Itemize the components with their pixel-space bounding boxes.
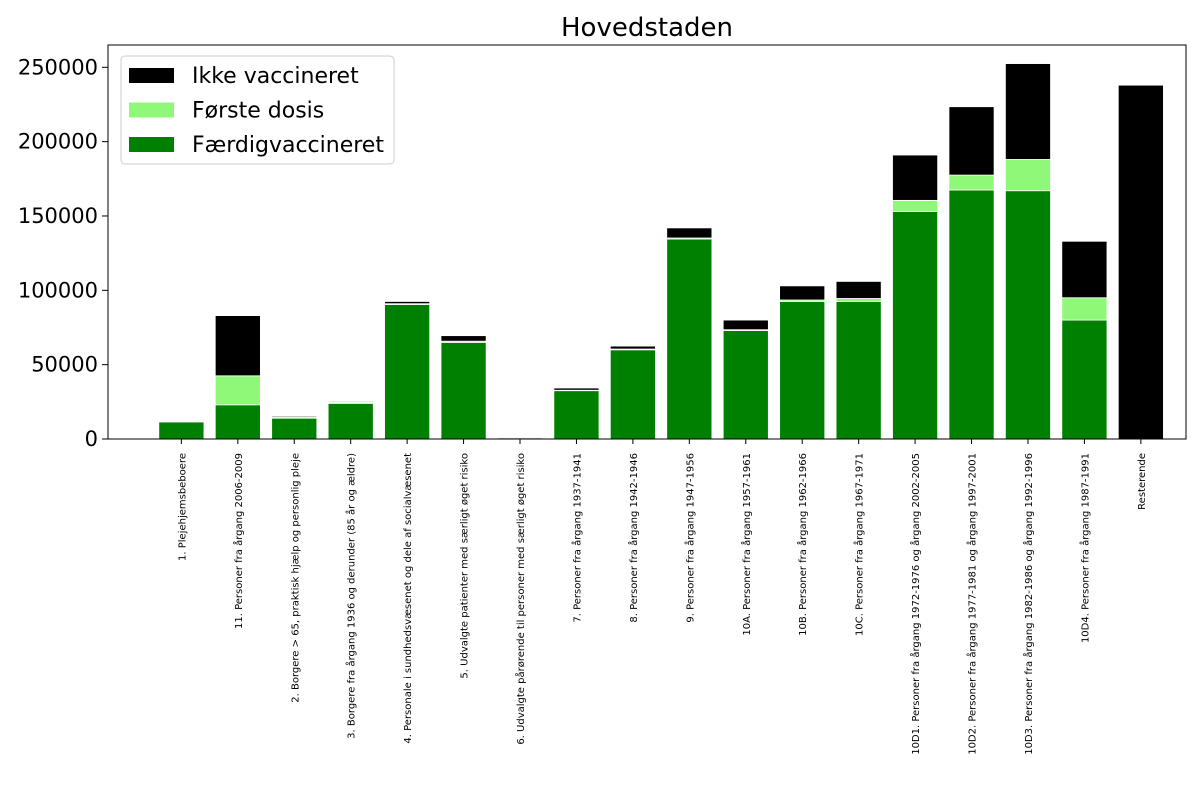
x-tick-label: 4. Personale i sundhedsvæsenet og dele a… bbox=[403, 453, 414, 744]
bar-segment-ikke-vaccineret-12 bbox=[835, 280, 882, 299]
plot-frame bbox=[107, 44, 1187, 440]
x-tick-label: 9. Personer fra årgang 1947-1956 bbox=[683, 453, 696, 623]
bar-segment-første-dosis-16 bbox=[1061, 297, 1108, 321]
legend-swatch bbox=[129, 102, 174, 118]
x-tick-label: 5. Udvalgte patienter med særligt øget r… bbox=[460, 453, 471, 679]
bar-segment-færdigvaccineret-1 bbox=[214, 404, 261, 440]
bar-segment-færdigvaccineret-14 bbox=[948, 189, 995, 440]
bar-segment-færdigvaccineret-8 bbox=[609, 349, 656, 440]
x-tick-label: 10B. Personer fra årgang 1962-1966 bbox=[796, 453, 809, 636]
bar-segment-ikke-vaccineret-5 bbox=[440, 335, 487, 342]
legend-label: Første dosis bbox=[192, 99, 324, 124]
bar-segment-ikke-vaccineret-16 bbox=[1061, 240, 1108, 299]
bar-segment-første-dosis-15 bbox=[1004, 159, 1051, 192]
legend-label: Ikke vaccineret bbox=[192, 64, 359, 89]
x-tick-label: 11. Personer fra årgang 2006-2009 bbox=[232, 453, 245, 629]
x-tick-label: 7. Personer fra årgang 1937-1941 bbox=[570, 453, 583, 623]
x-tick-label: 10D4. Personer fra årgang 1987-1991 bbox=[1078, 453, 1091, 643]
bar-segment-færdigvaccineret-7 bbox=[553, 390, 600, 440]
legend-swatch bbox=[129, 68, 174, 83]
chart-title: Hovedstaden bbox=[561, 13, 733, 43]
x-tick-label: 3. Borgere fra årgang 1936 og derunder (… bbox=[345, 453, 358, 739]
bar-segment-første-dosis-13 bbox=[892, 199, 939, 212]
y-tick-label: 200000 bbox=[18, 130, 98, 154]
bar-segment-færdigvaccineret-12 bbox=[835, 301, 882, 440]
legend: Ikke vaccineret Første dosis Færdigvaccine… bbox=[120, 55, 395, 165]
y-axis: 0 50000 100000 150000 200000 250000 bbox=[18, 55, 108, 451]
x-tick-label: 10D3. Personer fra årgang 1982-1986 og å… bbox=[1022, 453, 1035, 755]
bar-segment-ikke-vaccineret-2 bbox=[271, 415, 318, 418]
legend-box bbox=[120, 55, 395, 165]
bar-segment-færdigvaccineret-5 bbox=[440, 341, 487, 440]
bar-segment-færdigvaccineret-9 bbox=[666, 238, 713, 440]
bar-segment-ikke-vaccineret-8 bbox=[609, 345, 656, 350]
bar-segment-ikke-vaccineret-15 bbox=[1004, 63, 1051, 160]
bar-segment-ikke-vaccineret-17 bbox=[1117, 84, 1164, 440]
bar-segment-ikke-vaccineret-10 bbox=[722, 319, 769, 331]
bar-segment-færdigvaccineret-16 bbox=[1061, 319, 1108, 440]
bar-segment-ikke-vaccineret-11 bbox=[779, 285, 826, 301]
bar-segment-første-dosis-12 bbox=[835, 298, 882, 302]
bar-segment-første-dosis-1 bbox=[214, 375, 261, 406]
bar-segment-ikke-vaccineret-9 bbox=[666, 227, 713, 239]
legend-swatch bbox=[129, 137, 174, 152]
bar-segment-færdigvaccineret-0 bbox=[158, 421, 205, 440]
bar-segment-færdigvaccineret-15 bbox=[1004, 190, 1051, 440]
bar-segment-færdigvaccineret-11 bbox=[779, 301, 826, 440]
y-tick-label: 100000 bbox=[18, 278, 98, 302]
x-tick-label: Resterende bbox=[1137, 453, 1148, 510]
bar-segment-færdigvaccineret-4 bbox=[384, 304, 431, 440]
y-tick-label: 150000 bbox=[18, 204, 98, 228]
x-tick-label: 8. Personer fra årgang 1942-1946 bbox=[627, 453, 640, 623]
bar-segment-ikke-vaccineret-13 bbox=[892, 154, 939, 201]
bar-segment-færdigvaccineret-3 bbox=[327, 402, 374, 440]
bar-segment-ikke-vaccineret-4 bbox=[384, 301, 431, 305]
x-tick-label: 2. Borgere > 65, praktisk hjælp og perso… bbox=[290, 453, 301, 703]
bar-segment-færdigvaccineret-2 bbox=[271, 417, 318, 440]
x-axis: 1. Plejehjemsbeboere 11. Personer fra årg… bbox=[177, 439, 1148, 755]
y-tick-label: 0 bbox=[85, 427, 98, 451]
x-tick-label: 10D2. Personer fra årgang 1977-1981 og å… bbox=[966, 453, 979, 755]
bars-group bbox=[158, 63, 1164, 440]
x-tick-label: 10C. Personer fra årgang 1967-1971 bbox=[853, 453, 866, 636]
bar-segment-ikke-vaccineret-14 bbox=[948, 106, 995, 176]
x-tick-label: 6. Udvalgte pårørende til personer med s… bbox=[514, 453, 527, 745]
legend-label: Færdigvaccineret bbox=[192, 133, 384, 158]
y-tick-label: 50000 bbox=[31, 353, 98, 377]
bar-segment-ikke-vaccineret-3 bbox=[327, 400, 374, 403]
bar-segment-færdigvaccineret-10 bbox=[722, 330, 769, 440]
bar-segment-færdigvaccineret-13 bbox=[892, 211, 939, 440]
bar-segment-ikke-vaccineret-7 bbox=[553, 387, 600, 391]
x-tick-label: 10A. Personer fra årgang 1957-1961 bbox=[740, 453, 753, 636]
bar-segment-første-dosis-14 bbox=[948, 174, 995, 191]
x-tick-label: 1. Plejehjemsbeboere bbox=[177, 453, 188, 561]
bar-segment-ikke-vaccineret-1 bbox=[214, 315, 261, 377]
x-tick-label: 10D1. Personer fra årgang 1972-1976 og å… bbox=[909, 453, 922, 755]
y-tick-label: 250000 bbox=[18, 55, 98, 79]
